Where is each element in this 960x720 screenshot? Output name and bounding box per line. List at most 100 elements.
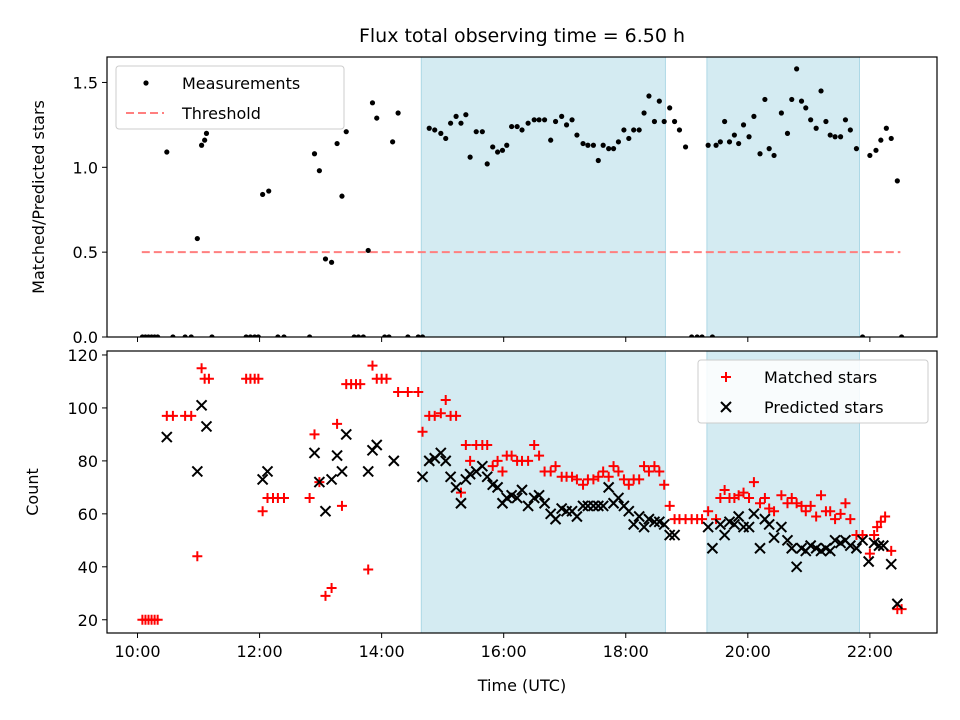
bottom-y-tick-label-1: 20 xyxy=(78,611,98,630)
matched-stars-point-88 xyxy=(654,466,665,477)
matched-stars-point-116 xyxy=(800,506,811,517)
measurements-point-132 xyxy=(878,137,884,143)
measurements-point-16 xyxy=(243,334,249,337)
measurements-point-126 xyxy=(842,117,849,123)
predicted-stars-point-8 xyxy=(313,476,326,488)
measurements-point-118 xyxy=(803,105,809,111)
measurements-point-87 xyxy=(646,93,652,99)
measurements-point-17 xyxy=(247,334,254,337)
top-y-axis-label: Matched/Predicted stars xyxy=(29,100,48,294)
matched-stars-point-11 xyxy=(192,551,203,562)
top-y-tick-label-1: 0.0 xyxy=(73,328,98,347)
measurements-point-9 xyxy=(182,334,188,337)
measurements-point-96 xyxy=(694,334,700,337)
predicted-stars-point-101 xyxy=(877,539,890,552)
measurements-point-86 xyxy=(641,110,647,116)
predicted-stars-point-95 xyxy=(844,539,857,552)
predicted-stars-point-24 xyxy=(450,481,462,494)
predicted-stars-point-10 xyxy=(325,473,338,486)
matched-stars-point-125 xyxy=(845,514,856,525)
matched-stars-point-29 xyxy=(332,418,343,429)
matched-stars-point-14 xyxy=(203,373,214,384)
predicted-stars-point-16 xyxy=(371,439,383,451)
measurements-point-67 xyxy=(541,117,548,123)
matched-stars-point-56 xyxy=(487,461,498,472)
measurements-point-10 xyxy=(188,334,194,337)
matched-stars-point-106 xyxy=(748,477,759,488)
measurements-point-111 xyxy=(766,146,772,152)
measurements-point-23 xyxy=(281,334,287,337)
measurements-point-15 xyxy=(209,334,215,337)
measurements-point-47 xyxy=(438,130,444,136)
measurements-point-94 xyxy=(682,144,689,150)
predicted-stars-point-18 xyxy=(416,471,429,483)
matched-stars-point-130 xyxy=(872,522,883,533)
top-shaded-interval-1 xyxy=(420,56,666,338)
matched-stars-point-122 xyxy=(830,514,841,525)
matched-stars-point-72 xyxy=(571,474,582,485)
predicted-stars-point-66 xyxy=(668,529,681,541)
measurements-point-52 xyxy=(463,112,469,118)
top-axes-frame xyxy=(106,56,938,338)
measurements-point-28 xyxy=(328,259,335,265)
measurements-point-120 xyxy=(813,125,819,131)
measurements-point-100 xyxy=(713,142,719,148)
matched-stars-point-60 xyxy=(506,450,517,461)
measurements-point-119 xyxy=(808,117,814,123)
predicted-stars-point-21 xyxy=(435,447,447,459)
matched-stars-point-8 xyxy=(167,410,178,421)
measurements-point-46 xyxy=(432,127,438,133)
measurements-point-61 xyxy=(509,123,515,130)
measurements-point-80 xyxy=(610,146,617,152)
measurements-point-21 xyxy=(266,188,272,194)
measurements-point-104 xyxy=(731,132,737,138)
matched-stars-point-112 xyxy=(782,498,793,509)
matched-stars-point-97 xyxy=(703,506,714,517)
measurements-point-117 xyxy=(798,98,805,104)
measurements-point-25 xyxy=(311,151,318,157)
top-legend: Measurements Threshold xyxy=(115,65,345,130)
measurements-point-60 xyxy=(504,142,510,148)
matched-stars-point-57 xyxy=(492,455,503,466)
predicted-stars-point-41 xyxy=(538,497,551,509)
bottom-x-tick-label-3: 14:00 xyxy=(359,642,405,661)
top-legend-box xyxy=(115,65,345,130)
predicted-stars-point-14 xyxy=(362,465,374,478)
measurements-point-76 xyxy=(590,142,597,148)
predicted-stars-point-50 xyxy=(587,500,600,512)
measurements-point-44 xyxy=(419,334,426,337)
predicted-stars-point-96 xyxy=(850,542,863,554)
matched-stars-point-129 xyxy=(869,530,880,541)
measurements-point-98 xyxy=(709,334,716,337)
measurements-point-7 xyxy=(164,149,170,155)
measurements-point-101 xyxy=(717,139,723,145)
measurements-point-29 xyxy=(334,140,340,147)
measurements-point-113 xyxy=(778,110,784,116)
predicted-stars-point-69 xyxy=(714,518,727,531)
measurements-point-128 xyxy=(853,146,860,152)
measurements-point-54 xyxy=(473,129,479,135)
measurements-point-13 xyxy=(202,137,208,143)
measurements-point-84 xyxy=(631,127,637,133)
measurements-point-130 xyxy=(867,152,873,159)
predicted-stars-point-62 xyxy=(648,516,661,528)
predicted-stars-point-38 xyxy=(522,500,534,512)
matched-stars-point-90 xyxy=(664,500,675,511)
measurements-point-12 xyxy=(198,142,205,148)
predicted-stars-point-30 xyxy=(481,471,493,483)
matched-stars-point-82 xyxy=(623,479,634,490)
matched-stars-point-119 xyxy=(816,490,827,501)
measurements-point-24 xyxy=(307,334,313,337)
measurements-point-108 xyxy=(751,113,757,119)
bottom-y-tick-label-4: 80 xyxy=(78,452,98,471)
matched-stars-point-96 xyxy=(697,514,708,525)
matched-stars-point-30 xyxy=(336,500,347,511)
measurements-point-103 xyxy=(726,139,733,145)
bottom-y-tick-label-6: 120 xyxy=(67,346,98,365)
predicted-stars-point-61 xyxy=(643,513,655,525)
predicted-stars-point-52 xyxy=(597,500,609,512)
predicted-stars-point-43 xyxy=(549,513,562,525)
matched-stars-point-35 xyxy=(363,564,374,575)
predicted-stars-point-82 xyxy=(781,534,794,547)
predicted-stars-point-103 xyxy=(891,598,904,610)
